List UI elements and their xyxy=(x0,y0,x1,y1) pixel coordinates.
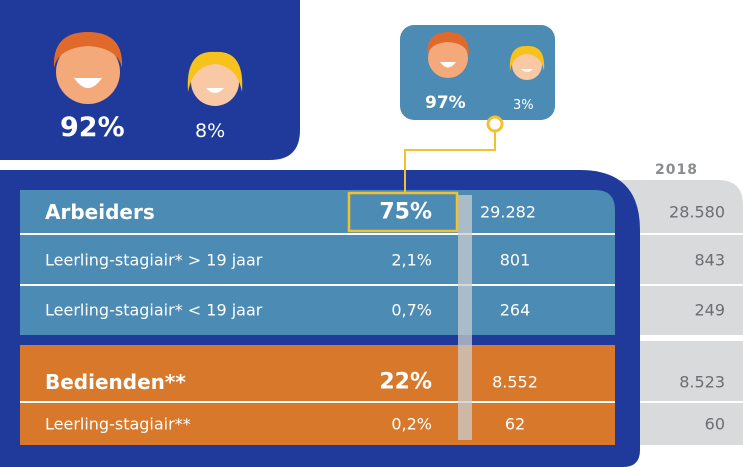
row-count-2018: 60 xyxy=(704,414,725,434)
row-share: 0,2% xyxy=(391,414,432,434)
row-label: Arbeiders xyxy=(45,200,155,224)
year-column xyxy=(620,180,743,445)
female-face xyxy=(187,51,243,106)
callout-male-share: 97% xyxy=(425,93,466,113)
row-label: Leerling-stagiair* < 19 jaar xyxy=(45,300,263,320)
row-label: Leerling-stagiair* > 19 jaar xyxy=(45,250,263,270)
row-count-2018: 843 xyxy=(694,250,725,270)
orange-rows xyxy=(20,345,615,445)
stripe xyxy=(458,195,472,440)
row-share: 2,1% xyxy=(391,250,432,270)
callout-female-share: 3% xyxy=(513,98,534,113)
row-count: 264 xyxy=(499,300,531,320)
row-share: 0,7% xyxy=(391,300,432,320)
row-share: 75% xyxy=(379,199,432,225)
female-face-small xyxy=(509,45,545,80)
row-count: 8.552 xyxy=(492,372,538,392)
male-face-small xyxy=(426,32,470,78)
row-count-2018: 249 xyxy=(694,300,725,320)
male-share: 92% xyxy=(60,112,125,143)
row-count: 801 xyxy=(499,250,531,270)
gender-panel xyxy=(0,0,300,160)
year-header: 2018 xyxy=(655,162,698,178)
row-count: 62 xyxy=(504,414,526,434)
connector xyxy=(404,124,496,192)
female-share: 8% xyxy=(195,120,226,142)
male-face xyxy=(53,32,123,104)
row-count-2018: 8.523 xyxy=(679,372,725,392)
row-label: Bedienden** xyxy=(45,370,186,394)
row-label: Leerling-stagiair** xyxy=(45,414,191,434)
highlight xyxy=(347,191,459,233)
row-count-2018: 28.580 xyxy=(669,202,725,222)
row-share: 22% xyxy=(379,369,432,395)
row-count: 29.282 xyxy=(480,202,536,222)
